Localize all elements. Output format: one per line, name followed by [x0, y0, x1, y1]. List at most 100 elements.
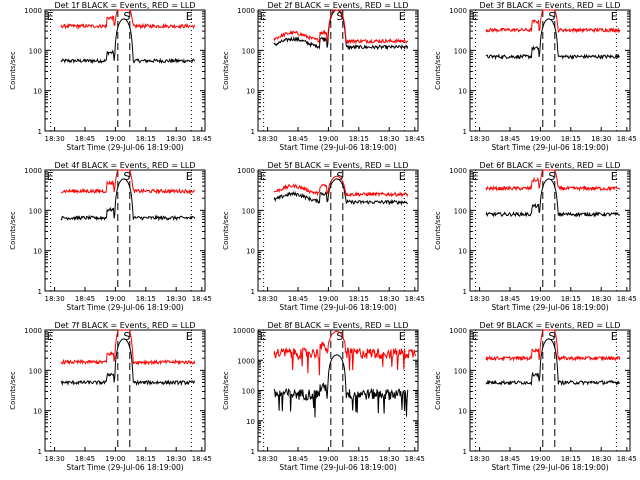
y-axis-label: Counts/sec [9, 211, 17, 250]
x-axis-label: Start Time (29-Jul-06 18:19:00) [491, 143, 608, 152]
x-tick-label: 18:45 [288, 135, 308, 143]
y-tick-label: 100 [242, 388, 255, 396]
x-tick-label: 18:30 [45, 135, 65, 143]
plot-title: Det 1f BLACK = Events, RED = LLD [54, 1, 195, 10]
event-marker-label: E [472, 10, 479, 23]
y-tick-label: 1000 [24, 327, 42, 335]
black-series-line [60, 338, 196, 387]
y-axis-label: Counts/sec [434, 51, 442, 90]
x-axis-label: Start Time (29-Jul-06 18:19:00) [66, 463, 183, 472]
plot-panel: Det 8f BLACK = Events, RED = LLD 1 10 100 10… [222, 321, 425, 472]
x-tick-label: 19:00 [318, 135, 338, 143]
event-marker-label: E [472, 170, 479, 183]
plot-frame [257, 169, 419, 292]
y-tick-label: 100 [242, 47, 255, 55]
event-marker-label: S [123, 170, 130, 183]
red-series-line [60, 9, 196, 30]
x-tick-label: 18:30 [258, 295, 278, 303]
x-tick-label: 18:45 [75, 455, 95, 463]
x-tick-label: 18:45 [405, 455, 425, 463]
black-series-line [485, 178, 621, 218]
x-tick-label: 18:30 [379, 455, 399, 463]
plot-frame [44, 169, 206, 292]
y-tick-label: 1 [251, 128, 255, 136]
x-tick-label: 18:15 [561, 455, 581, 463]
plot-panel: Det 7f BLACK = Events, RED = LLD 1 10 100 10… [9, 321, 212, 472]
event-marker-label: S [336, 10, 343, 23]
black-series-line [273, 9, 409, 51]
x-tick-label: 18:30 [470, 135, 490, 143]
x-axis-label: Start Time (29-Jul-06 18:19:00) [279, 303, 396, 312]
event-marker-label: E [47, 10, 54, 23]
x-tick-label: 18:45 [75, 135, 95, 143]
y-tick-label: 1 [251, 288, 255, 296]
black-series-line [485, 18, 620, 61]
y-tick-label: 1 [38, 128, 42, 136]
event-marker-label: E [611, 170, 618, 183]
event-marker-label: S [123, 330, 130, 343]
y-tick-label: 10 [458, 88, 467, 96]
plot-title: Det 5f BLACK = Events, RED = LLD [267, 161, 408, 170]
event-marker-label: S [548, 330, 555, 343]
event-marker-label: E [399, 330, 406, 343]
x-tick-label: 18:30 [258, 135, 278, 143]
plot-panel: Det 9f BLACK = Events, RED = LLD 1 10 100 10… [434, 321, 637, 472]
y-axis-label: Counts/sec [222, 211, 230, 250]
x-tick-label: 18:15 [349, 135, 369, 143]
y-tick-label: 1 [38, 448, 42, 456]
x-tick-label: 19:00 [105, 135, 125, 143]
x-tick-label: 18:30 [166, 455, 186, 463]
red-series-line [485, 329, 621, 362]
y-tick-label: 10000 [233, 327, 255, 335]
y-tick-label: 10 [458, 248, 467, 256]
y-tick-label: 1000 [237, 357, 255, 365]
event-marker-label: E [611, 10, 618, 23]
x-tick-label: 18:30 [379, 295, 399, 303]
x-tick-label: 18:45 [288, 455, 308, 463]
x-axis-label: Start Time (29-Jul-06 18:19:00) [491, 303, 608, 312]
x-tick-label: 18:30 [166, 295, 186, 303]
event-marker-label: S [548, 170, 555, 183]
y-tick-label: 100 [29, 207, 42, 215]
x-tick-label: 18:15 [136, 455, 156, 463]
x-axis-label: Start Time (29-Jul-06 18:19:00) [279, 463, 396, 472]
x-tick-label: 19:00 [318, 455, 338, 463]
x-tick-label: 19:00 [530, 295, 550, 303]
x-axis-label: Start Time (29-Jul-06 18:19:00) [66, 303, 183, 312]
x-axis-label: Start Time (29-Jul-06 18:19:00) [279, 143, 396, 152]
y-tick-label: 1000 [24, 167, 42, 175]
red-series-line [485, 9, 621, 34]
x-tick-label: 19:00 [318, 295, 338, 303]
y-axis-label: Counts/sec [222, 371, 230, 410]
x-tick-label: 18:15 [136, 295, 156, 303]
event-marker-label: E [399, 170, 406, 183]
y-tick-label: 100 [29, 47, 42, 55]
y-tick-label: 1 [463, 448, 467, 456]
plot-frame [469, 9, 631, 132]
event-marker-label: E [399, 10, 406, 23]
event-marker-label: E [47, 330, 54, 343]
x-tick-label: 18:15 [561, 135, 581, 143]
x-tick-label: 18:30 [258, 455, 278, 463]
y-tick-label: 10 [246, 248, 255, 256]
y-tick-label: 100 [454, 367, 467, 375]
x-tick-label: 18:45 [405, 135, 425, 143]
y-tick-label: 100 [454, 207, 467, 215]
y-axis-label: Counts/sec [434, 371, 442, 410]
event-marker-label: S [336, 330, 343, 343]
y-tick-label: 1000 [449, 7, 467, 15]
x-tick-label: 18:45 [500, 455, 520, 463]
plot-panel: Det 4f BLACK = Events, RED = LLD 1 10 100 10… [9, 161, 212, 312]
x-tick-label: 18:30 [591, 135, 611, 143]
x-tick-label: 19:00 [105, 295, 125, 303]
plot-frame [257, 329, 419, 452]
x-tick-label: 18:30 [166, 135, 186, 143]
x-tick-label: 18:45 [617, 295, 637, 303]
x-tick-label: 18:45 [288, 295, 308, 303]
event-marker-label: E [186, 330, 193, 343]
x-tick-label: 19:00 [530, 455, 550, 463]
red-series-line [273, 330, 417, 376]
y-tick-label: 1000 [24, 7, 42, 15]
x-tick-label: 18:45 [500, 135, 520, 143]
